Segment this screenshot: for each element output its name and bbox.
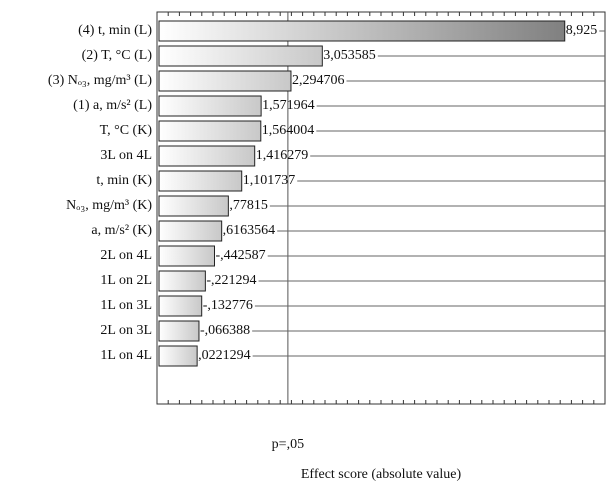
y-tick-label: 1L on 4L [100,348,152,363]
y-tick-label: (3) Nₒ₃, mg/m³ (L) [48,73,152,88]
y-tick-label: 1L on 3L [100,298,152,313]
bar [158,295,203,317]
value-label: ,77815 [229,198,268,213]
value-label: -,442587 [216,248,266,263]
value-label: -,221294 [206,273,256,288]
value-label: 2,294706 [292,73,345,88]
bar [158,170,243,192]
bar [158,195,229,217]
value-label: 1,416279 [256,148,308,163]
value-label: 1,564004 [262,123,315,138]
bar [158,220,223,242]
y-tick-label: Nₒ₃, mg/m³ (K) [66,198,152,213]
bar [158,320,200,342]
y-tick-label: t, min (K) [96,173,152,188]
y-tick-label: 2L on 4L [100,248,152,263]
y-tick-label: (1) a, m/s² (L) [73,98,152,113]
bar [158,345,198,367]
bar [158,70,292,92]
value-label: 3,053585 [323,48,376,63]
y-tick-label: a, m/s² (K) [91,223,152,238]
bar [158,245,216,267]
reference-label: p=,05 [272,437,304,452]
bar [158,20,566,42]
x-axis-label: Effect score (absolute value) [301,467,462,482]
y-tick-label: T, °C (K) [100,123,153,138]
value-label: 8,925 [566,23,598,38]
value-label: -,132776 [203,298,253,313]
bar [158,95,262,117]
value-label: 1,101737 [243,173,296,188]
bar [158,270,206,292]
y-tick-label: (4) t, min (L) [78,23,152,38]
y-tick-label: (2) T, °C (L) [82,48,153,63]
y-tick-label: 2L on 3L [100,323,152,338]
y-tick-label: 3L on 4L [100,148,152,163]
value-label: ,0221294 [198,348,251,363]
bar [158,45,323,67]
value-label: ,6163564 [223,223,276,238]
value-label: -,066388 [200,323,250,338]
value-label: 1,571964 [262,98,315,113]
bar [158,120,262,142]
bar [158,145,256,167]
y-tick-label: 1L on 2L [100,273,152,288]
